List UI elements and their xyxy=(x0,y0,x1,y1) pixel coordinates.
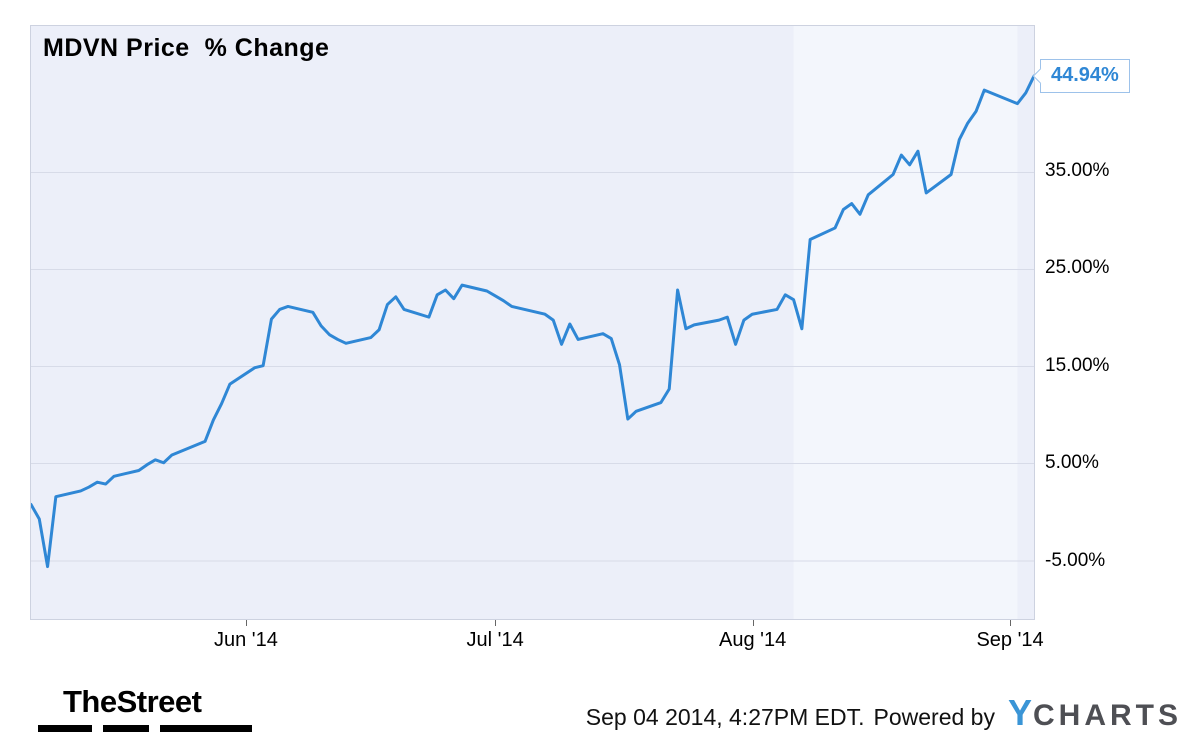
x-axis-tick-label: Sep '14 xyxy=(976,629,1044,651)
attribution: Sep 04 2014, 4:27PM EDT. Powered by Y CH… xyxy=(586,692,1182,734)
underline-dash xyxy=(38,725,92,732)
thestreet-underline-icon xyxy=(38,725,252,732)
x-axis-tick-label: Jun '14 xyxy=(214,629,278,651)
ycharts-y-icon: Y xyxy=(1007,692,1032,733)
y-axis-tick-label: 5.00% xyxy=(1045,452,1099,474)
highlight-band xyxy=(793,26,1018,619)
thestreet-logo[interactable]: TheStreet xyxy=(38,684,252,732)
powered-by-label: Powered by xyxy=(873,704,995,730)
x-axis-tickmark xyxy=(495,620,497,626)
chart-title: MDVN Price % Change xyxy=(43,34,330,62)
last-value-text: 44.94% xyxy=(1051,64,1119,86)
last-value-label: 44.94% xyxy=(1032,59,1130,93)
price-line xyxy=(31,74,1034,569)
line-chart-svg xyxy=(31,26,1034,619)
label-arrow-icon xyxy=(1032,68,1049,84)
ycharts-logo[interactable]: Y CHARTS xyxy=(1008,692,1182,734)
y-axis-tick-label: 25.00% xyxy=(1045,257,1110,279)
x-axis-tickmark xyxy=(752,620,754,626)
plot-area: MDVN Price % Change xyxy=(30,25,1035,620)
x-axis-tickmark xyxy=(245,620,247,626)
x-axis-tickmark xyxy=(1010,620,1012,626)
y-axis-tick-label: 35.00% xyxy=(1045,160,1110,182)
underline-dash xyxy=(103,725,149,732)
x-axis-tick-label: Aug '14 xyxy=(718,629,787,651)
timestamp: Sep 04 2014, 4:27PM EDT. xyxy=(585,704,865,730)
y-axis-tick-label: -5.00% xyxy=(1045,549,1106,571)
ycharts-wordmark: CHARTS xyxy=(1033,699,1182,732)
thestreet-wordmark: TheStreet xyxy=(63,684,202,719)
underline-dash xyxy=(160,725,252,732)
x-axis-tick-label: Jul '14 xyxy=(466,629,524,651)
y-axis-tick-label: 15.00% xyxy=(1045,354,1110,376)
